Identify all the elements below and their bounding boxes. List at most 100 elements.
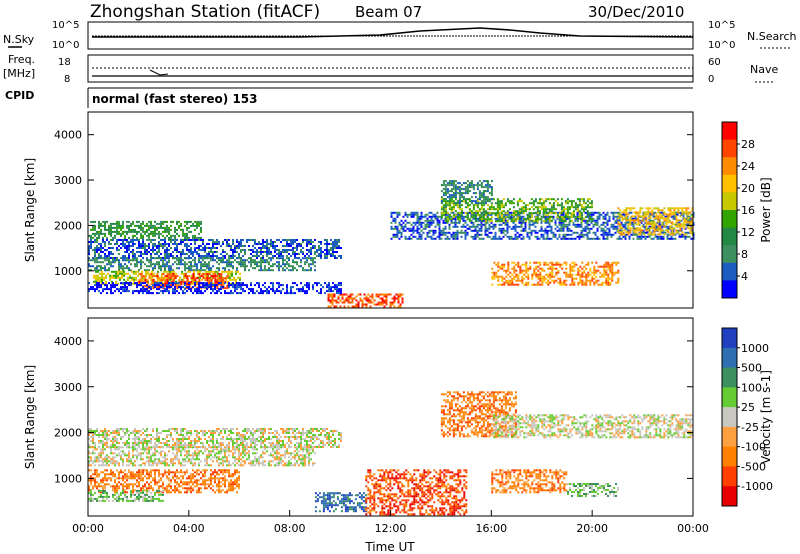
freq-panel: Freq. [MHz] 18 8 60 0 Nave: [3, 53, 778, 85]
colorbar-swatch: [722, 227, 737, 246]
cpid-text: normal (fast stereo) 153: [92, 92, 258, 106]
colorbar-tick-label: 8: [741, 248, 748, 261]
power-data: [88, 180, 695, 308]
velocity-data: [88, 391, 694, 516]
colorbar-tick-label: 28: [741, 138, 755, 151]
colorbar-tick-label: 20: [741, 182, 755, 195]
x-tick-label: 08:00: [274, 522, 306, 535]
velocity-ylabel: Slant Range [km]: [23, 365, 37, 469]
cpid-panel: CPID normal (fast stereo) 153: [5, 87, 693, 108]
y-tick-label: 2000: [54, 427, 82, 440]
nsky-tick-top: 10^5: [52, 20, 79, 31]
power-colorbar-label: Power [dB]: [759, 177, 773, 242]
colorbar-tick-label: 100: [741, 381, 762, 394]
colorbar-tick-label: -100: [741, 441, 766, 454]
data-band-0: [88, 220, 202, 241]
velocity-xlabel: Time UT: [364, 540, 415, 554]
data-band-9: [567, 483, 619, 497]
colorbar-swatch: [722, 367, 737, 388]
nsky-panel: N.Sky 10^5 10^0 10^5 10^0 N.Search: [3, 20, 797, 51]
colorbar-tick-label: 4: [741, 270, 748, 283]
x-tick-label: 00:00: [72, 522, 104, 535]
y-tick-label: 4000: [54, 335, 82, 348]
velocity-colorbar-label: Velocity [m s-1]: [759, 370, 773, 464]
freq-tick-top: 18: [58, 57, 71, 68]
power-panel: 1000 2000 3000 4000 Slant Range [km] 28 24 20…: [23, 111, 773, 309]
data-band-4: [314, 492, 367, 513]
freq-unit: [MHz]: [3, 67, 35, 80]
colorbar-swatch: [722, 262, 737, 281]
velocity-colorbar: 1000 500 100 25 -25 -100 -500 -1000: [721, 327, 773, 507]
colorbar-swatch: [722, 486, 737, 507]
colorbar-swatch: [722, 139, 737, 158]
velocity-panel: 1000 2000 3000 4000 00:00 04:00 08:00 12:00 16:…: [23, 317, 773, 554]
nave-label: Nave: [750, 63, 778, 76]
x-tick-label: 12:00: [375, 522, 407, 535]
colorbar-tick-label: 1000: [741, 342, 769, 355]
data-band-5: [327, 293, 404, 308]
power-colorbar: 28 24 20 16 12 8 4: [721, 121, 755, 299]
velocity-x-axis: 00:00 04:00 08:00 12:00 16:00 20:00 00:00: [72, 510, 709, 535]
data-band-2: [88, 257, 316, 272]
freq-tick-bottom: 8: [64, 74, 70, 85]
data-band-8: [491, 261, 620, 286]
nsearch-label: N.Search: [747, 30, 797, 43]
colorbar-swatch: [722, 245, 737, 264]
colorbar-swatch: [722, 210, 737, 229]
nsky-tick-bottom: 10^0: [52, 40, 79, 51]
colorbar-swatch: [722, 328, 737, 349]
y-tick-label: 2000: [54, 219, 82, 232]
data-band-8: [491, 469, 568, 494]
colorbar-swatch: [722, 426, 737, 448]
y-tick-label: 1000: [54, 265, 82, 278]
colorbar-tick-label: 16: [741, 204, 755, 217]
data-band-11: [88, 282, 342, 295]
beam-title: Beam 07: [355, 3, 422, 21]
colorbar-swatch: [722, 466, 737, 487]
velocity-y-axis: 1000 2000 3000 4000: [54, 335, 693, 485]
colorbar-swatch: [722, 157, 737, 176]
x-tick-label: 04:00: [173, 522, 205, 535]
colorbar-tick-label: 24: [741, 160, 755, 173]
colorbar-tick-label: 500: [741, 362, 762, 375]
freq-label: Freq.: [8, 53, 35, 66]
colorbar-swatch: [722, 407, 737, 428]
data-band-5: [365, 469, 468, 516]
colorbar-swatch: [722, 192, 737, 211]
colorbar-swatch: [722, 122, 737, 141]
colorbar-tick-label: -500: [741, 460, 766, 473]
data-band-9: [617, 207, 694, 236]
nsearch-tick-top: 10^5: [708, 20, 735, 31]
power-ylabel: Slant Range [km]: [23, 158, 37, 262]
colorbar-tick-label: 12: [741, 226, 755, 239]
colorbar-tick-label: 25: [741, 401, 755, 414]
nsearch-tick-bottom: 10^0: [708, 40, 735, 51]
nsky-label: N.Sky: [3, 33, 35, 46]
x-tick-label: 16:00: [475, 522, 507, 535]
data-band-1: [88, 446, 316, 467]
colorbar-swatch: [722, 347, 737, 369]
power-y-axis: 1000 2000 3000 4000: [54, 129, 693, 278]
colorbar-tick-label: -1000: [741, 480, 773, 493]
x-tick-label: 20:00: [576, 522, 608, 535]
y-tick-label: 4000: [54, 129, 82, 142]
y-tick-label: 1000: [54, 472, 82, 485]
cpid-label: CPID: [5, 89, 34, 102]
y-tick-label: 3000: [54, 381, 82, 394]
y-tick-label: 3000: [54, 174, 82, 187]
data-band-7: [440, 198, 593, 223]
date-title: 30/Dec/2010: [588, 3, 684, 21]
data-band-10: [440, 180, 493, 205]
nave-tick-bottom: 0: [708, 74, 714, 85]
data-band-3: [88, 489, 164, 502]
colorbar-swatch: [722, 174, 737, 193]
data-band-7: [491, 414, 694, 439]
nave-tick-top: 60: [708, 57, 721, 68]
colorbar-swatch: [722, 280, 737, 299]
colorbar-tick-label: -25: [741, 421, 759, 434]
colorbar-swatch: [722, 446, 737, 467]
colorbar-swatch: [722, 387, 737, 408]
data-band-2: [88, 469, 240, 494]
station-title: Zhongshan Station (fitACF): [90, 2, 320, 22]
